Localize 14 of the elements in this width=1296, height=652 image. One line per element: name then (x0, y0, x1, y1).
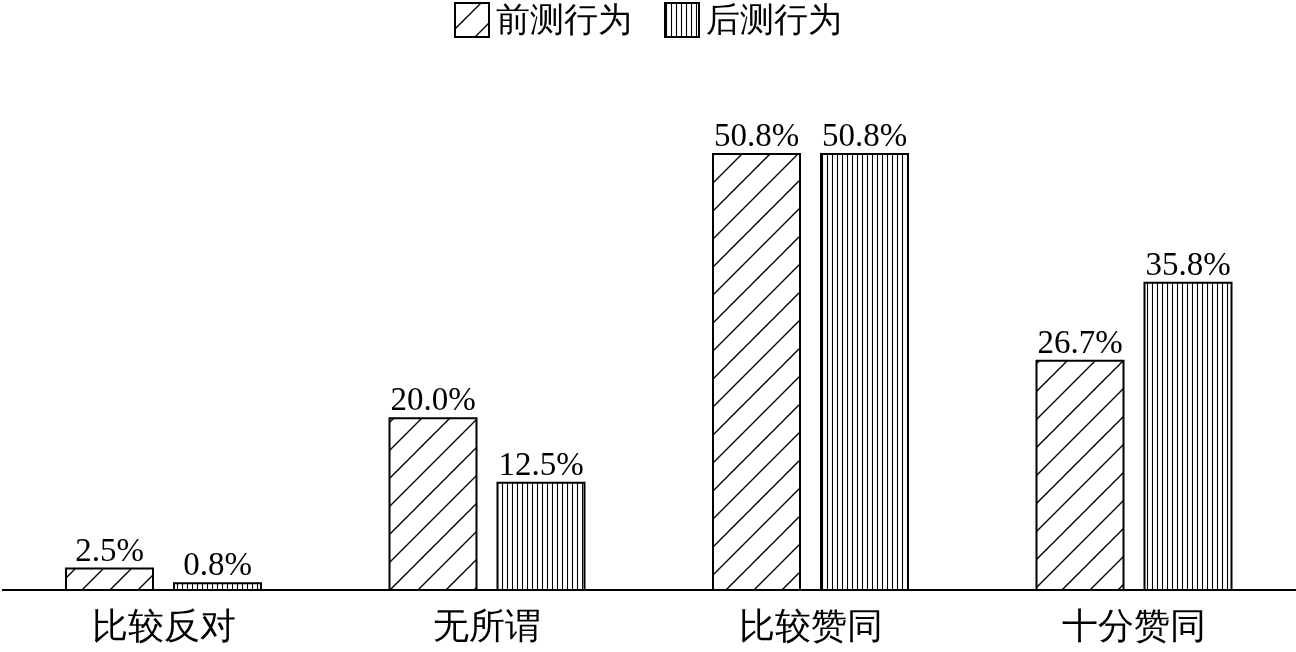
data-label: 50.8% (713, 117, 800, 153)
data-label: 2.5% (75, 531, 144, 568)
data-label: 12.5% (498, 445, 584, 482)
x-tick-label: 十分赞同 (1062, 605, 1207, 646)
data-label: 26.7% (1037, 323, 1123, 360)
data-label: 50.8% (821, 117, 908, 153)
data-label: 0.8% (183, 546, 252, 583)
x-tick-label: 比较反对 (91, 605, 236, 646)
x-tick-label: 无所谓 (433, 605, 542, 646)
legend-label: 前测行为 (496, 0, 632, 40)
data-label: 20.0% (390, 381, 476, 418)
legend-label: 后测行为 (706, 0, 842, 40)
x-tick-label: 比较赞同 (738, 605, 883, 646)
data-label: 35.8% (1145, 245, 1231, 282)
